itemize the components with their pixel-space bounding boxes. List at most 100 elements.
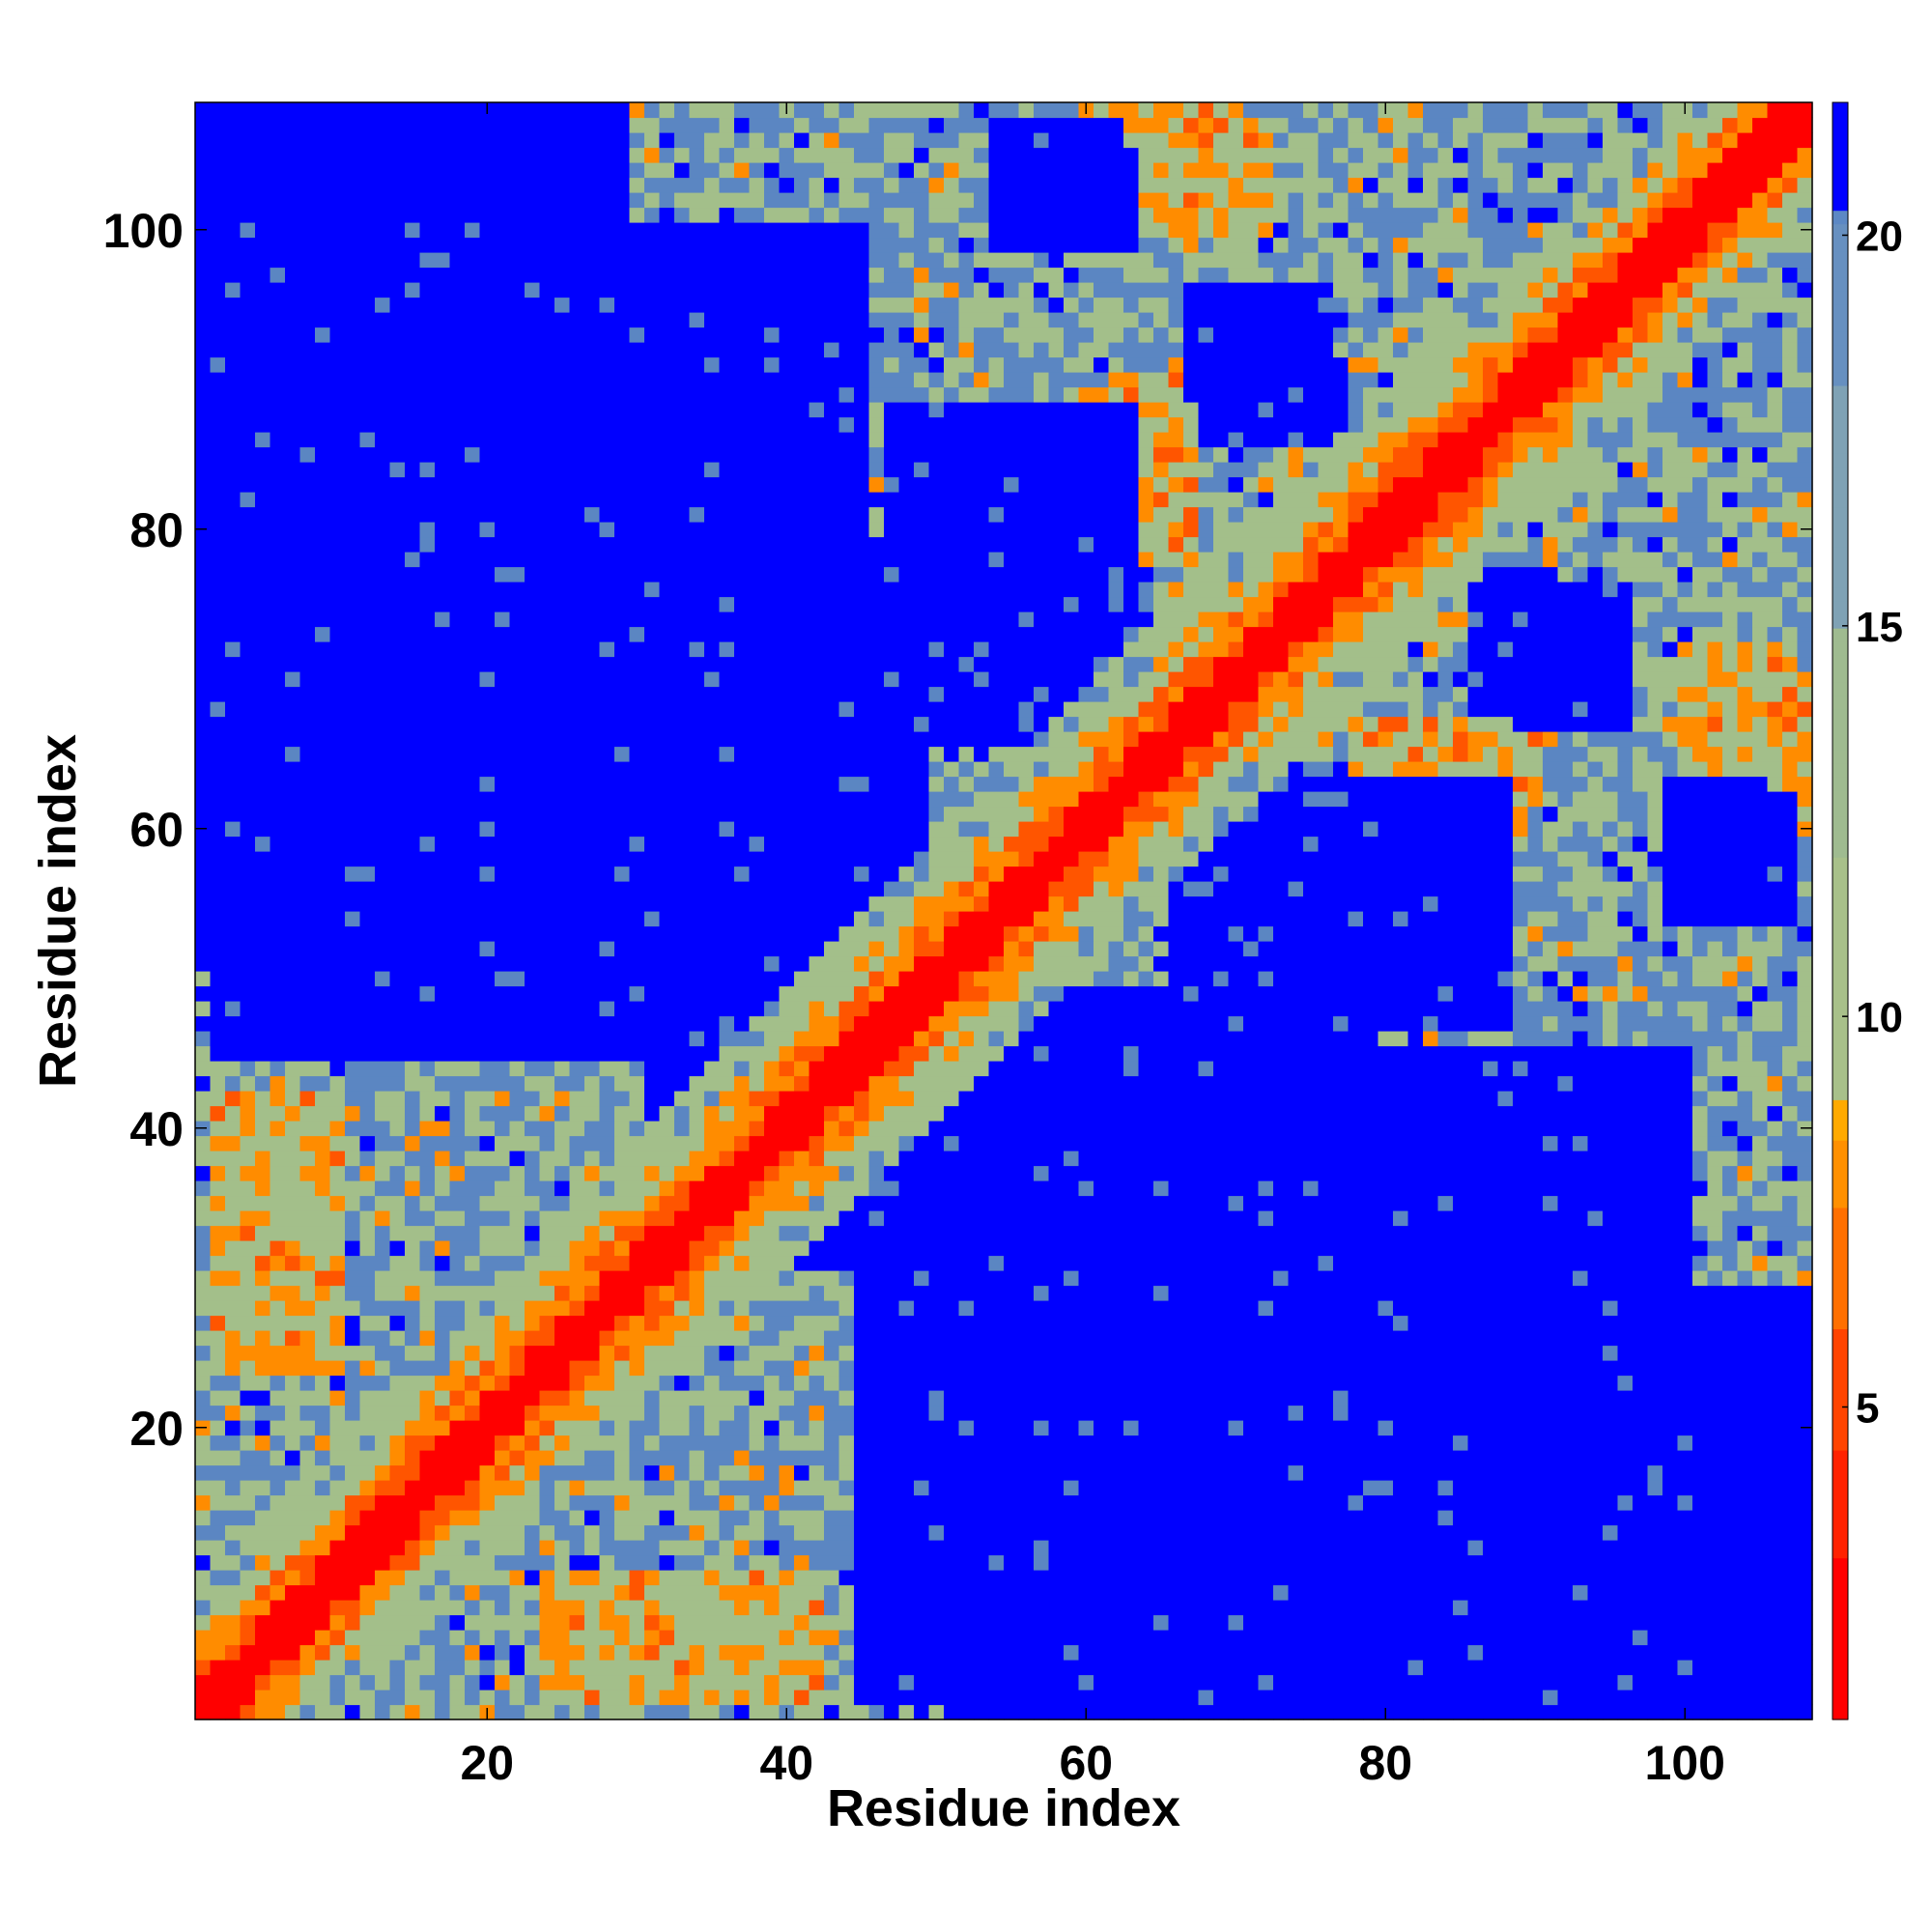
heatmap-cell — [359, 1105, 376, 1122]
heatmap-cell — [809, 1240, 825, 1257]
heatmap-cell — [599, 836, 615, 852]
heatmap-cell — [584, 1704, 601, 1720]
heatmap-cell — [629, 596, 645, 612]
heatmap-cell — [270, 1345, 286, 1361]
heatmap-cell — [824, 895, 840, 912]
heatmap-cell — [435, 1091, 451, 1107]
heatmap-cell — [689, 117, 705, 133]
heatmap-cell — [659, 1300, 675, 1317]
heatmap-cell — [255, 402, 271, 418]
heatmap-cell — [345, 1300, 361, 1317]
heatmap-cell — [539, 971, 555, 987]
heatmap-cell — [644, 1510, 661, 1526]
heatmap-cell — [225, 1031, 242, 1047]
heatmap-cell — [659, 1195, 675, 1211]
heatmap-cell — [495, 941, 511, 957]
heatmap-cell — [749, 342, 765, 358]
heatmap-cell — [240, 1240, 256, 1257]
heatmap-cell — [419, 1210, 436, 1227]
heatmap-cell — [285, 1630, 301, 1646]
heatmap-cell — [225, 761, 242, 778]
heatmap-cell — [674, 851, 691, 867]
heatmap-cell — [525, 522, 541, 538]
heatmap-cell — [329, 1614, 346, 1631]
heatmap-cell — [255, 686, 271, 702]
heatmap-cell — [629, 1554, 645, 1571]
heatmap-cell — [734, 1061, 751, 1077]
heatmap-cell — [884, 1300, 900, 1317]
heatmap-cell — [629, 881, 645, 897]
heatmap-cell — [734, 237, 751, 253]
heatmap-cell — [240, 522, 256, 538]
heatmap-cell — [614, 791, 631, 808]
heatmap-cell — [465, 1285, 481, 1301]
heatmap-cell — [495, 1330, 511, 1347]
heatmap-cell — [240, 731, 256, 748]
heatmap-cell — [359, 1225, 376, 1241]
heatmap-cell — [479, 671, 496, 688]
heatmap-cell — [569, 1375, 585, 1391]
heatmap-cell — [614, 1001, 631, 1017]
heatmap-cell — [465, 1165, 481, 1181]
heatmap-cell — [674, 312, 691, 328]
heatmap-cell — [599, 1121, 615, 1137]
heatmap-cell — [539, 372, 555, 388]
heatmap-cell — [375, 1001, 391, 1017]
heatmap-cell — [854, 1300, 870, 1317]
heatmap-cell — [794, 925, 810, 942]
heatmap-cell — [584, 267, 601, 283]
heatmap-cell — [449, 686, 466, 702]
heatmap-cell — [674, 1345, 691, 1361]
heatmap-cell — [644, 1405, 661, 1421]
heatmap-cell — [584, 1614, 601, 1631]
heatmap-cell — [479, 252, 496, 269]
heatmap-cell — [509, 1494, 526, 1511]
heatmap-cell — [674, 955, 691, 972]
heatmap-cell — [465, 731, 481, 748]
heatmap-cell — [225, 117, 242, 133]
heatmap-cell — [495, 536, 511, 553]
heatmap-cell — [824, 536, 840, 553]
heatmap-cell — [644, 1015, 661, 1032]
heatmap-cell — [299, 506, 316, 523]
heatmap-cell — [749, 1180, 765, 1197]
heatmap-cell — [539, 1524, 555, 1541]
heatmap-cell — [794, 806, 810, 822]
heatmap-cell — [854, 132, 870, 149]
heatmap-cell — [734, 911, 751, 927]
heatmap-cell — [824, 1045, 840, 1062]
heatmap-cell — [495, 1151, 511, 1167]
heatmap-cell — [240, 925, 256, 942]
heatmap-cell — [465, 536, 481, 553]
heatmap-cell — [734, 941, 751, 957]
heatmap-cell — [479, 1554, 496, 1571]
heatmap-cell — [719, 522, 735, 538]
heatmap-cell — [779, 402, 795, 418]
heatmap-cell — [674, 1570, 691, 1586]
heatmap-cell — [299, 462, 316, 478]
heatmap-cell — [704, 686, 721, 702]
heatmap-cell — [764, 522, 781, 538]
heatmap-cell — [779, 536, 795, 553]
heatmap-cell — [389, 1240, 406, 1257]
heatmap-cell — [539, 506, 555, 523]
heatmap-cell — [868, 1225, 885, 1241]
heatmap-cell — [704, 252, 721, 269]
heatmap-cell — [509, 1330, 526, 1347]
heatmap-cell — [270, 162, 286, 179]
heatmap-cell — [838, 1494, 855, 1511]
heatmap-cell — [719, 552, 735, 568]
heatmap-cell — [644, 476, 661, 493]
heatmap-cell — [359, 895, 376, 912]
heatmap-cell — [329, 402, 346, 418]
heatmap-cell — [465, 985, 481, 1002]
heatmap-cell — [315, 1240, 331, 1257]
heatmap-cell — [854, 1600, 870, 1616]
heatmap-cell — [405, 117, 421, 133]
heatmap-cell — [210, 895, 226, 912]
heatmap-cell — [779, 177, 795, 193]
heatmap-cell — [854, 1001, 870, 1017]
heatmap-cell — [689, 955, 705, 972]
heatmap-cell — [299, 881, 316, 897]
heatmap-cell — [779, 372, 795, 388]
